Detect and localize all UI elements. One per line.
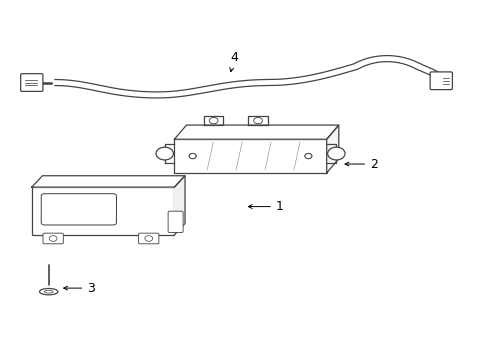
Circle shape xyxy=(305,154,311,158)
Polygon shape xyxy=(174,176,184,235)
FancyBboxPatch shape xyxy=(138,233,159,244)
Text: 2: 2 xyxy=(345,158,377,171)
FancyBboxPatch shape xyxy=(429,72,451,90)
Text: 4: 4 xyxy=(229,51,237,72)
FancyBboxPatch shape xyxy=(43,233,63,244)
Text: 3: 3 xyxy=(63,282,95,294)
Polygon shape xyxy=(55,55,444,98)
Circle shape xyxy=(49,236,57,241)
FancyBboxPatch shape xyxy=(20,74,43,91)
Bar xyxy=(32,187,174,235)
Circle shape xyxy=(156,147,173,160)
Circle shape xyxy=(305,154,311,158)
Circle shape xyxy=(209,117,218,124)
FancyBboxPatch shape xyxy=(41,194,116,225)
Bar xyxy=(174,139,326,173)
Circle shape xyxy=(189,154,196,158)
Circle shape xyxy=(253,117,262,124)
Polygon shape xyxy=(326,125,338,173)
Ellipse shape xyxy=(44,290,53,293)
Circle shape xyxy=(189,154,196,158)
Circle shape xyxy=(327,147,345,160)
Text: 1: 1 xyxy=(248,200,283,213)
FancyBboxPatch shape xyxy=(168,211,183,233)
Polygon shape xyxy=(174,125,338,139)
Ellipse shape xyxy=(40,288,58,295)
Circle shape xyxy=(144,236,152,241)
Polygon shape xyxy=(32,176,184,187)
